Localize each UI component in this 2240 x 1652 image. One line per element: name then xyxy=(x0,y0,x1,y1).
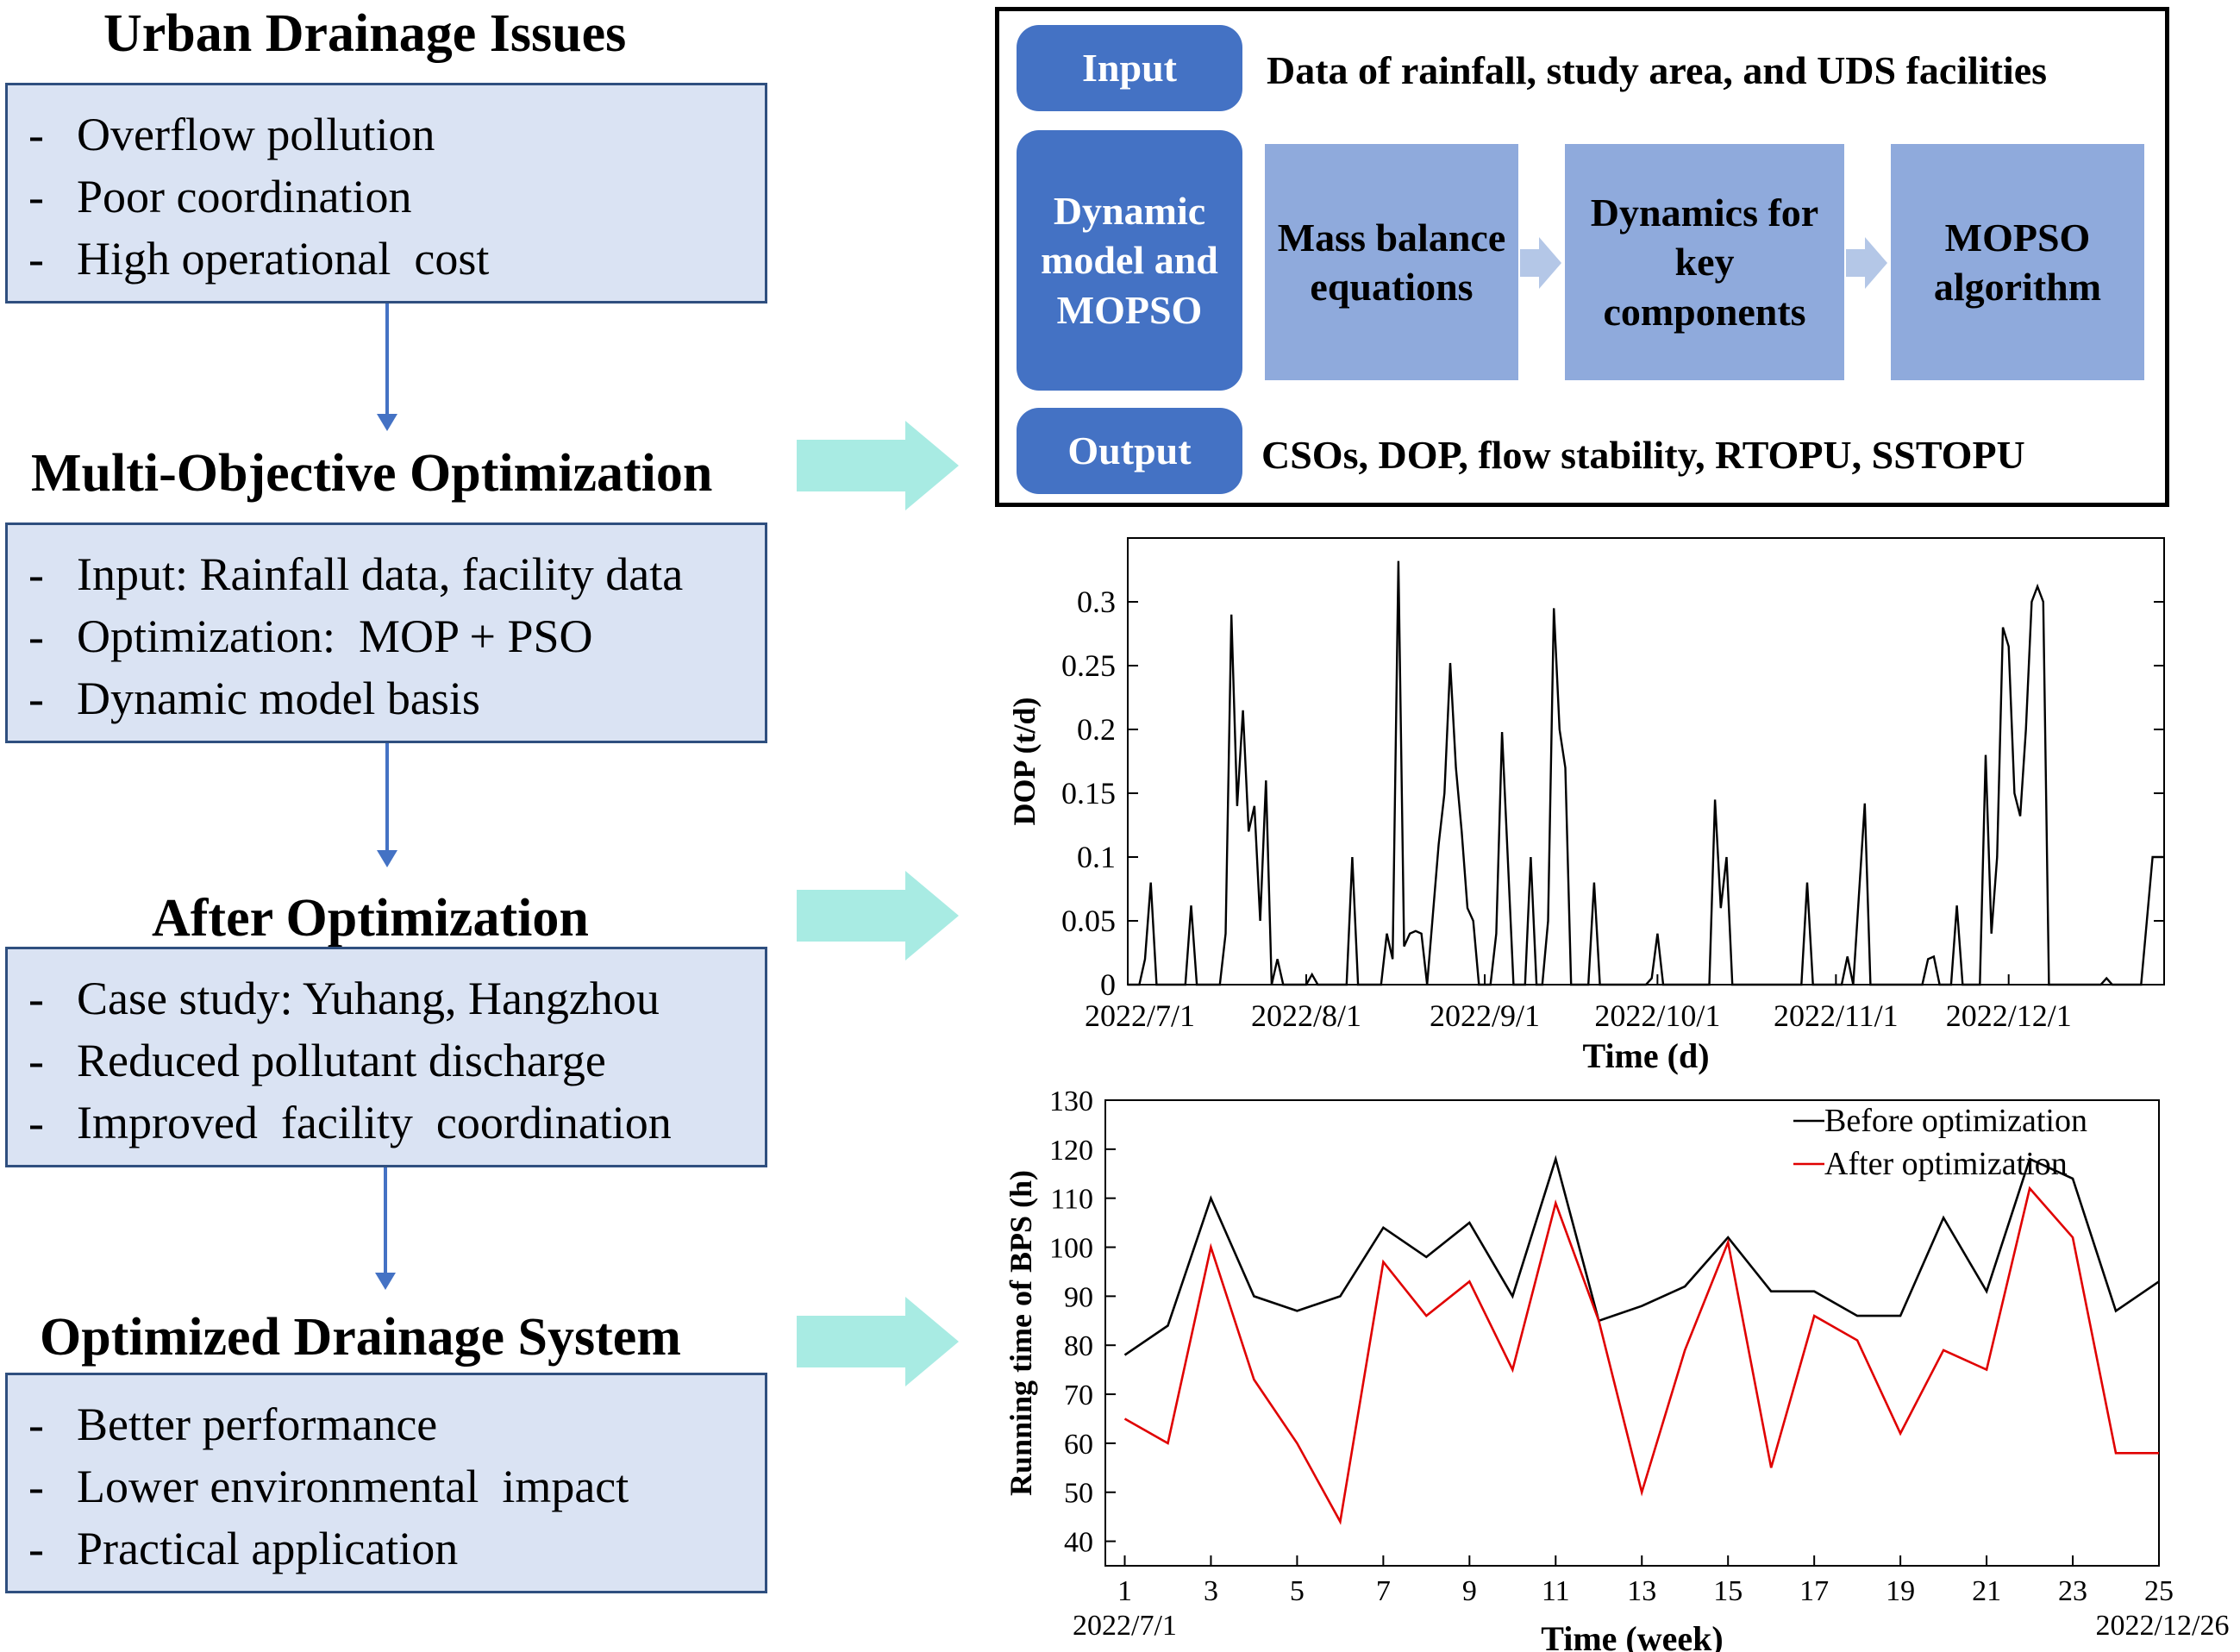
after-box: - Case study: Yuhang, Hangzhou - Reduced p… xyxy=(5,947,767,1167)
list-item: - Case study: Yuhang, Hangzhou xyxy=(28,973,660,1024)
list-item: - Dynamic model basis xyxy=(28,673,480,724)
y-tick-label: 70 xyxy=(1064,1380,1093,1411)
y-tick-label: 0.3 xyxy=(1077,585,1116,619)
output-description: CSOs, DOP, flow stability, RTOPU, SSTOPU xyxy=(1261,433,2025,477)
y-tick-label: 0.05 xyxy=(1061,904,1116,938)
output-pill: Output xyxy=(1017,408,1242,494)
right-arrow-icon xyxy=(797,871,959,961)
x-tick-label: 2022/10/1 xyxy=(1594,998,1720,1033)
series-line-before xyxy=(1123,1155,2160,1356)
dop-series-line xyxy=(1128,560,2164,986)
list-item: - Input: Rainfall data, facility data xyxy=(28,548,684,600)
list-item: - High operational cost xyxy=(28,233,490,285)
plot-frame xyxy=(1127,537,2165,986)
system-box: - Better performance - Lower environmental… xyxy=(5,1373,767,1593)
step-box: Mass balance equations xyxy=(1265,144,1518,380)
section-title-issues: Urban Drainage Issues xyxy=(103,4,627,63)
y-tick-label: 0.1 xyxy=(1077,840,1116,874)
step-box: MOPSO algorithm xyxy=(1891,144,2144,380)
legend-label: Before optimization xyxy=(1824,1103,2087,1139)
x-tick-label: 2022/11/1 xyxy=(1774,998,1899,1033)
dop-chart: 0 0.05 0.1 0.15 0.2 0.25 0.3 2022/7/1 2022/8/1 20… xyxy=(1007,537,2165,1075)
y-axis-label: Running time of BPS (h) xyxy=(1004,1170,1038,1496)
list-item: - Reduced pollutant discharge xyxy=(28,1035,606,1086)
y-tick-label: 40 xyxy=(1064,1527,1093,1559)
list-item: - Practical application xyxy=(28,1523,459,1574)
y-tick-label: 60 xyxy=(1064,1429,1093,1461)
list-item: - Overflow pollution xyxy=(28,109,435,160)
x-axis-label: Time (d) xyxy=(1582,1036,1709,1075)
list-item: - Optimization: MOP + PSO xyxy=(28,610,593,662)
x-tick-label: 7 xyxy=(1376,1575,1391,1607)
optimization-box: - Input: Rainfall data, facility data - Op… xyxy=(5,523,767,743)
model-pill: Dynamic model and MOPSO xyxy=(1017,130,1242,391)
y-tick-label: 130 xyxy=(1049,1086,1093,1117)
x-tick-label: 3 xyxy=(1204,1575,1218,1607)
x-tick-label: 19 xyxy=(1886,1575,1915,1607)
list-item: - Poor coordination xyxy=(28,171,412,222)
section-title-optimization: Multi-Objective Optimization xyxy=(31,444,713,503)
y-tick-label: 120 xyxy=(1049,1135,1093,1167)
issues-box: - Overflow pollution - Poor coordination -… xyxy=(5,83,767,303)
y-tick-label: 0.15 xyxy=(1061,776,1116,810)
right-arrow-icon xyxy=(797,421,959,510)
x-tick-label: 2022/7/1 xyxy=(1085,998,1195,1033)
x-tick-label: 23 xyxy=(2058,1575,2087,1607)
step-box: Dynamics for key components xyxy=(1565,144,1844,380)
x-tick-label: 21 xyxy=(1972,1575,2001,1607)
step-arrow-icon xyxy=(1520,237,1561,289)
input-pill: Input xyxy=(1017,25,1242,111)
list-item: - Improved facility coordination xyxy=(28,1097,672,1148)
down-arrow-icon xyxy=(375,1167,396,1290)
list-item: - Lower environmental impact xyxy=(28,1461,629,1512)
x-tick-label: 9 xyxy=(1462,1575,1477,1607)
y-tick-label: 100 xyxy=(1049,1233,1093,1265)
x-tick-label: 1 xyxy=(1117,1575,1132,1607)
x-tick-label: 5 xyxy=(1290,1575,1305,1607)
model-flowchart: Input Data of rainfall, study area, and … xyxy=(995,7,2169,507)
y-tick-label: 0.2 xyxy=(1077,712,1116,747)
x-end-label: 2022/12/26 xyxy=(2096,1610,2230,1642)
step-arrow-icon xyxy=(1846,237,1887,289)
y-tick-label: 90 xyxy=(1064,1281,1093,1313)
y-tick-label: 80 xyxy=(1064,1330,1093,1362)
list-item: - Better performance xyxy=(28,1399,438,1450)
down-arrow-icon xyxy=(377,303,397,431)
series-line-after xyxy=(1123,1186,2159,1525)
x-tick-label: 13 xyxy=(1627,1575,1656,1607)
input-description: Data of rainfall, study area, and UDS fa… xyxy=(1267,48,2048,92)
x-tick-label: 2022/8/1 xyxy=(1251,998,1361,1033)
x-axis-label: Time (week) xyxy=(1541,1619,1723,1652)
section-title-after: After Optimization xyxy=(152,889,589,948)
legend-label: After optimization xyxy=(1824,1146,2068,1182)
right-arrow-icon xyxy=(797,1297,959,1386)
x-tick-label: 15 xyxy=(1713,1575,1743,1607)
plot-frame xyxy=(1104,1099,2160,1567)
x-start-label: 2022/7/1 xyxy=(1073,1610,1177,1642)
down-arrow-icon xyxy=(377,743,397,867)
y-tick-label: 0 xyxy=(1100,967,1116,1002)
x-tick-label: 17 xyxy=(1799,1575,1829,1607)
x-tick-label: 2022/12/1 xyxy=(1946,998,2072,1033)
y-tick-label: 110 xyxy=(1050,1184,1093,1216)
x-tick-label: 25 xyxy=(2144,1575,2174,1607)
section-title-system: Optimized Drainage System xyxy=(40,1308,681,1367)
y-tick-label: 50 xyxy=(1064,1478,1093,1510)
x-tick-label: 2022/9/1 xyxy=(1430,998,1540,1033)
x-tick-label: 11 xyxy=(1542,1575,1570,1607)
y-axis-label: DOP (t/d) xyxy=(1007,698,1042,826)
y-tick-label: 0.25 xyxy=(1061,648,1116,683)
